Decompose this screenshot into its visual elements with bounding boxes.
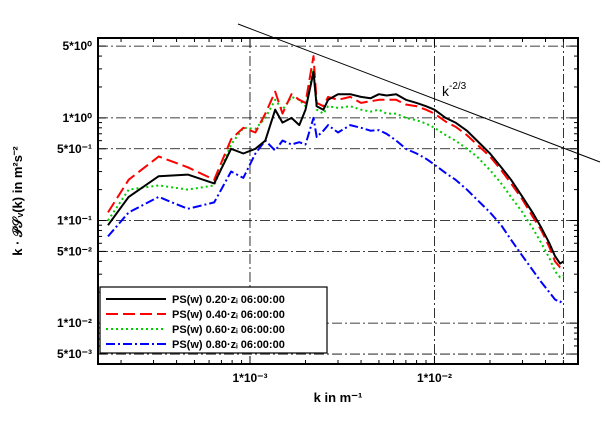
- series-line-2: [107, 55, 564, 269]
- reference-slope-line: [237, 23, 601, 163]
- series-line-3: [107, 67, 564, 279]
- legend-label-4: PS(w) 0.80·zᵢ 06:00:00: [172, 339, 285, 351]
- y-tick-label: 5*10⁰: [62, 39, 92, 53]
- legend-label-1: PS(w) 0.20·zᵢ 06:00:00: [172, 294, 285, 306]
- series-line-1: [107, 71, 564, 265]
- legend-label-3: PS(w) 0.60·zᵢ 06:00:00: [172, 324, 285, 336]
- y-tick-label: 1*10⁻²: [57, 316, 92, 330]
- x-axis-title: k in m⁻¹: [314, 390, 363, 405]
- x-tick-labels: 1*10⁻³ 1*10⁻²: [232, 371, 452, 385]
- series-line-4: [107, 116, 565, 304]
- y-tick-labels: 5*10⁰ 1*10⁰ 5*10⁻¹ 1*10⁻¹ 5*10⁻² 1*10⁻² 5*10⁻³: [57, 39, 92, 361]
- y-tick-label: 1*10⁰: [62, 111, 92, 125]
- series-layer: [107, 55, 565, 304]
- y-tick-label: 5*10⁻¹: [57, 142, 92, 156]
- legend: PS(w) 0.20·zᵢ 06:00:00 PS(w) 0.40·zᵢ 06:0…: [99, 286, 328, 354]
- legend-label-2: PS(w) 0.40·zᵢ 06:00:00: [172, 309, 285, 321]
- x-tick-label: 1*10⁻³: [232, 371, 267, 385]
- plot-frame: [97, 37, 579, 365]
- y-axis-title: k · 𝒫𝒮ᵥ(k) in m²s⁻²: [10, 146, 25, 256]
- y-tick-label: 1*10⁻¹: [57, 214, 92, 228]
- y-tick-label: 5*10⁻³: [57, 347, 92, 361]
- y-tick-label: 5*10⁻²: [57, 244, 92, 258]
- reference-slope-exponent: -2/3: [449, 81, 467, 92]
- x-tick-label: 1*10⁻²: [417, 371, 452, 385]
